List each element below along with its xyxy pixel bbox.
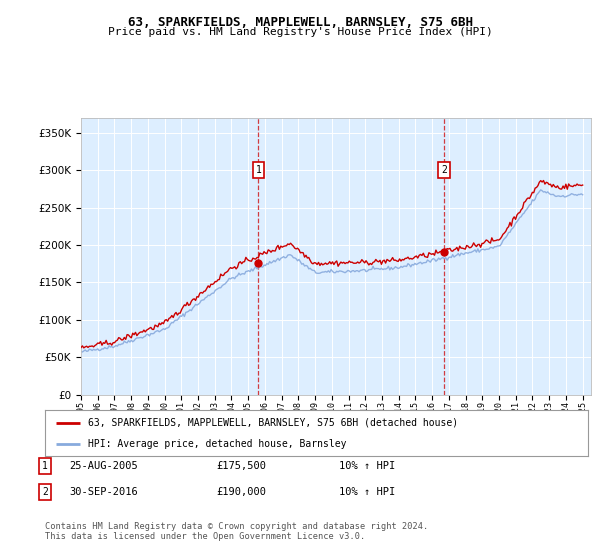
Text: Contains HM Land Registry data © Crown copyright and database right 2024.
This d: Contains HM Land Registry data © Crown c…: [45, 522, 428, 542]
Text: 10% ↑ HPI: 10% ↑ HPI: [339, 461, 395, 471]
Text: 2: 2: [442, 165, 447, 175]
Text: 25-AUG-2005: 25-AUG-2005: [69, 461, 138, 471]
Text: 1: 1: [42, 461, 48, 471]
Text: 1: 1: [256, 165, 262, 175]
Text: £175,500: £175,500: [216, 461, 266, 471]
Text: £190,000: £190,000: [216, 487, 266, 497]
Text: 63, SPARKFIELDS, MAPPLEWELL, BARNSLEY, S75 6BH: 63, SPARKFIELDS, MAPPLEWELL, BARNSLEY, S…: [128, 16, 473, 29]
Text: HPI: Average price, detached house, Barnsley: HPI: Average price, detached house, Barn…: [88, 439, 347, 449]
Text: Price paid vs. HM Land Registry's House Price Index (HPI): Price paid vs. HM Land Registry's House …: [107, 27, 493, 37]
Text: 10% ↑ HPI: 10% ↑ HPI: [339, 487, 395, 497]
Text: 63, SPARKFIELDS, MAPPLEWELL, BARNSLEY, S75 6BH (detached house): 63, SPARKFIELDS, MAPPLEWELL, BARNSLEY, S…: [88, 418, 458, 428]
Text: 2: 2: [42, 487, 48, 497]
Text: 30-SEP-2016: 30-SEP-2016: [69, 487, 138, 497]
